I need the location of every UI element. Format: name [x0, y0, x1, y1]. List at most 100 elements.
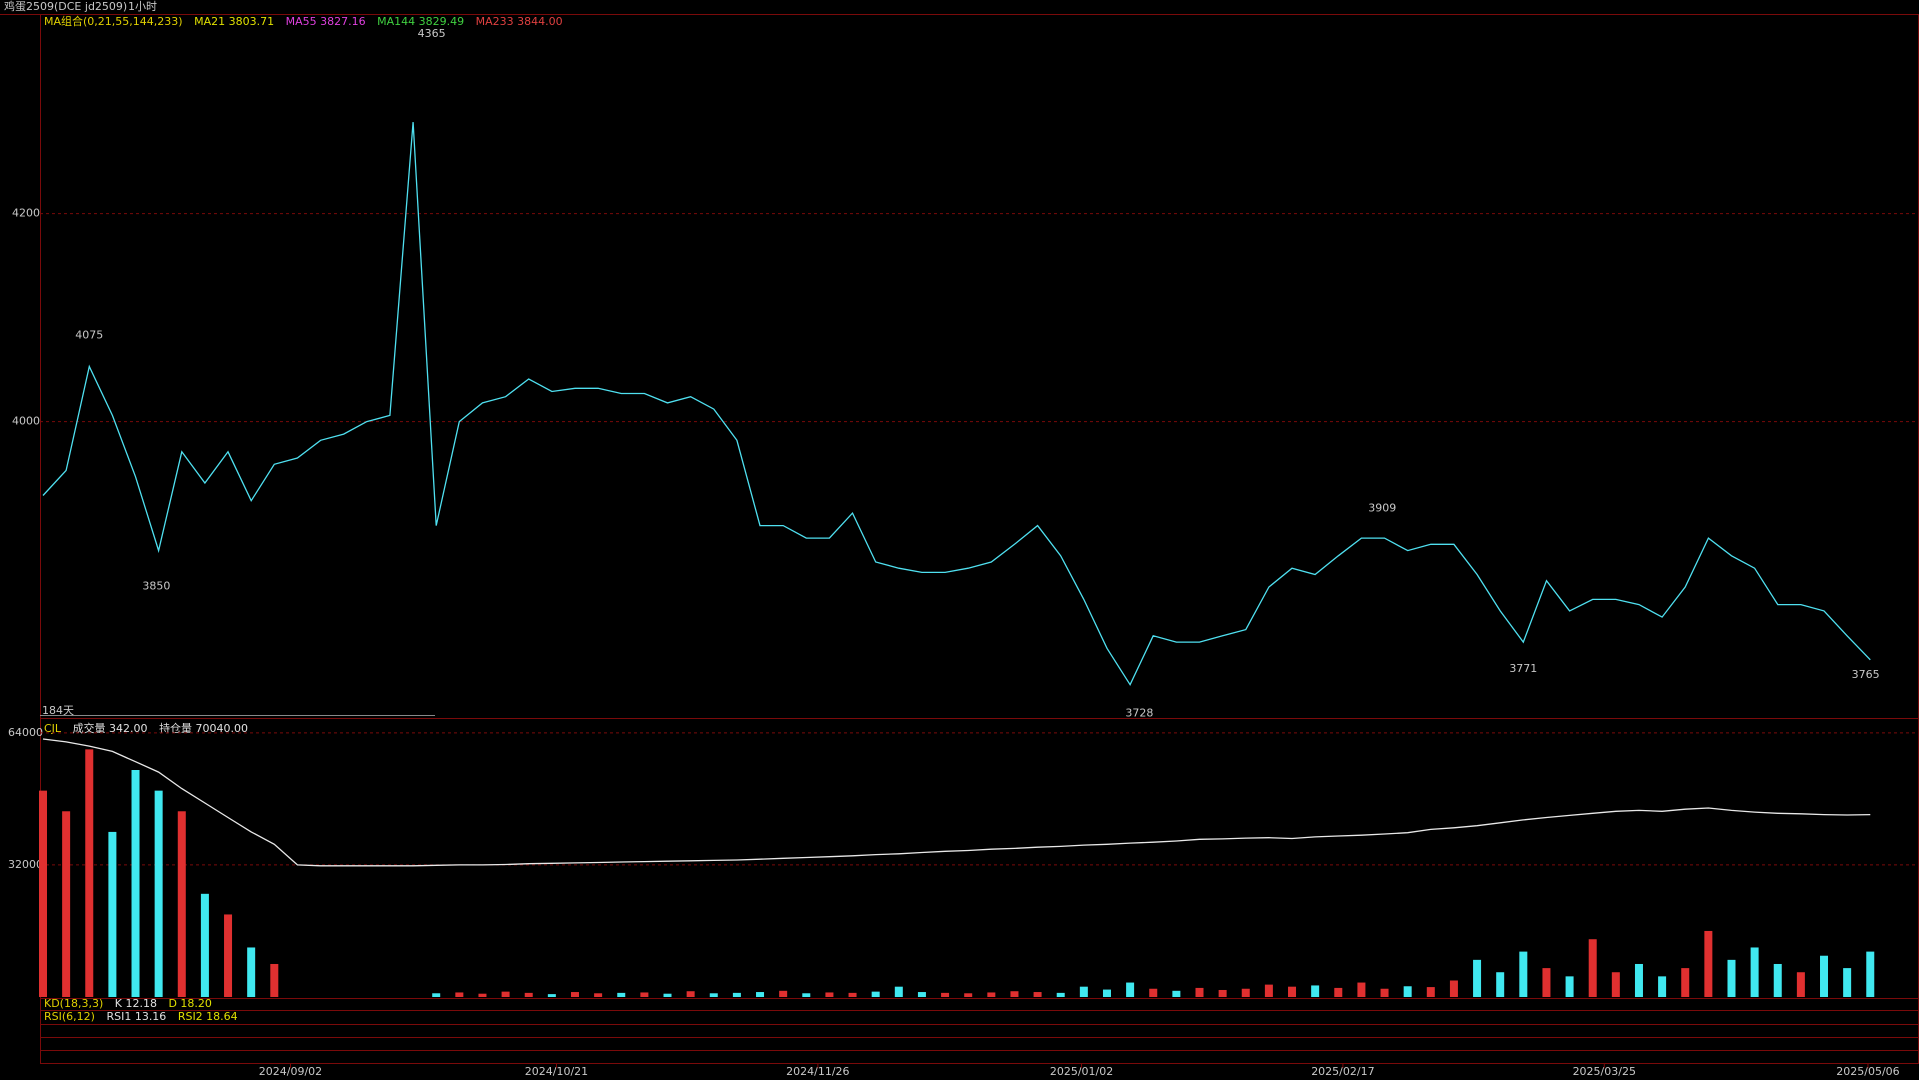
volume-bar: [1010, 991, 1019, 997]
volume-bar: [478, 993, 487, 997]
volume-bar: [732, 992, 741, 997]
volume-bar: [1843, 968, 1852, 997]
volume-bar: [1681, 968, 1690, 997]
volume-bar: [779, 990, 788, 997]
price-annotation: 3765: [1852, 668, 1880, 681]
volume-bar: [1334, 987, 1343, 997]
rsi-legend: RSI(6,12) RSI1 13.16 RSI2 18.64: [44, 1010, 238, 1023]
ma144: MA144 3829.49: [377, 15, 464, 28]
price-annotation: 3909: [1368, 501, 1396, 514]
volume-bar: [709, 993, 718, 997]
kd-d: D 18.20: [168, 997, 211, 1010]
volume-bar: [1820, 955, 1829, 997]
volume-bar: [1380, 988, 1389, 997]
volume-bar: [1542, 968, 1551, 997]
x-tick-label: 2025/01/02: [1050, 1065, 1113, 1078]
volume-bar: [663, 993, 672, 997]
volume-legend: CJL 成交量 342.00 持仓量 70040.00: [44, 721, 248, 735]
volume-bar: [177, 811, 186, 997]
volume-bar: [1102, 989, 1111, 997]
volume-bar: [455, 992, 464, 997]
ma21: MA21 3803.71: [194, 15, 274, 28]
volume-bar: [1773, 963, 1782, 997]
volume-bar: [547, 994, 556, 997]
volume-bar: [941, 992, 950, 997]
volume-bar: [894, 986, 903, 997]
volume-bar: [1496, 972, 1505, 997]
volume-bar: [964, 993, 973, 997]
volume-bar: [1195, 987, 1204, 997]
kd-name[interactable]: KD(18,3,3): [44, 997, 103, 1010]
volume-bar: [1079, 986, 1088, 997]
vol-value: 成交量 342.00: [73, 721, 148, 735]
volume-bar: [686, 991, 695, 997]
vol-name[interactable]: CJL: [44, 722, 62, 735]
volume-bar: [1288, 986, 1297, 997]
volume-bar: [501, 991, 510, 997]
volume-bar: [85, 749, 94, 997]
volume-bar: [224, 914, 233, 997]
volume-bar: [1565, 976, 1574, 997]
volume-bar: [524, 992, 533, 997]
volume-bar: [270, 963, 279, 997]
x-tick-label: 2024/09/02: [259, 1065, 322, 1078]
rsi-name[interactable]: RSI(6,12): [44, 1010, 95, 1023]
y-tick-label: 4200: [12, 207, 40, 220]
volume-bar: [1611, 972, 1620, 997]
volume-bar: [1357, 982, 1366, 997]
volume-bar: [1264, 984, 1273, 997]
symbol[interactable]: 鸡蛋2509(DCE jd2509): [4, 0, 127, 13]
volume-bar: [131, 770, 140, 997]
kd-legend: KD(18,3,3) K 12.18 D 18.20: [44, 997, 212, 1010]
volume-bar: [1218, 989, 1227, 997]
volume-bar: [1796, 972, 1805, 997]
volume-bar: [1149, 988, 1158, 997]
volume-bar: [1033, 992, 1042, 997]
x-tick-label: 2024/10/21: [525, 1065, 588, 1078]
volume-bar: [200, 893, 209, 997]
price-annotation: 4075: [75, 329, 103, 342]
volume-bar: [1426, 987, 1435, 997]
volume-bar: [1634, 963, 1643, 997]
volume-bar: [1658, 976, 1667, 997]
volume-bar: [825, 992, 834, 997]
price-annotation: 3850: [142, 580, 170, 593]
y-tick-label: 32000: [8, 858, 43, 871]
price-annotation: 4365: [418, 27, 446, 40]
volume-bar: [154, 790, 163, 997]
volume-bar: [987, 992, 996, 997]
volume-bar: [570, 992, 579, 997]
ma233: MA233 3844.00: [476, 15, 563, 28]
volume-bar: [871, 991, 880, 997]
volume-bar: [756, 992, 765, 997]
x-tick-label: 2025/05/06: [1836, 1065, 1899, 1078]
volume-bar: [1172, 990, 1181, 997]
volume-bar: [1473, 959, 1482, 997]
rsi1: RSI1 13.16: [106, 1010, 166, 1023]
volume-bar: [1519, 951, 1528, 997]
volume-bar: [594, 993, 603, 997]
volume-bar: [108, 831, 117, 997]
volume-bar: [1056, 992, 1065, 997]
volume-bar: [617, 992, 626, 997]
y-tick-label: 64000: [8, 726, 43, 739]
ma-group[interactable]: MA组合(0,21,55,144,233): [44, 14, 183, 28]
volume-bar: [1866, 951, 1875, 997]
y-tick-label: 4000: [12, 415, 40, 428]
oi-value: 持仓量 70040.00: [159, 721, 248, 735]
period[interactable]: 1小时: [128, 0, 157, 13]
ma-legend: MA组合(0,21,55,144,233) MA21 3803.71 MA55 …: [44, 14, 563, 28]
volume-bar: [247, 947, 256, 997]
volume-bar: [1750, 947, 1759, 997]
plot-layer: 4000 4200 2024/09/02 2024/10/21 2024/11/26 20…: [8, 27, 1919, 1078]
volume-bar: [848, 992, 857, 997]
volume-bar: [640, 992, 649, 997]
volume-bar: [1311, 985, 1320, 997]
volume-bar: [1588, 939, 1597, 997]
open-interest-line: [42, 738, 1871, 867]
kd-k: K 12.18: [115, 997, 157, 1010]
price-annotation: 3728: [1125, 706, 1153, 719]
volume-bar: [1727, 959, 1736, 997]
